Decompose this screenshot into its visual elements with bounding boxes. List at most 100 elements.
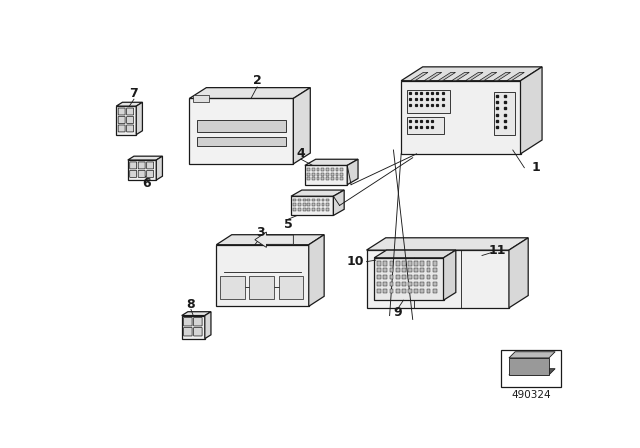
Polygon shape (424, 73, 442, 81)
Polygon shape (493, 92, 515, 134)
Polygon shape (479, 73, 497, 81)
Polygon shape (444, 250, 456, 300)
Polygon shape (509, 369, 555, 375)
Bar (420, 261, 424, 266)
Bar (383, 268, 387, 272)
Bar (383, 275, 387, 280)
Polygon shape (128, 160, 156, 180)
Polygon shape (509, 358, 549, 375)
FancyBboxPatch shape (147, 162, 154, 169)
Bar (396, 289, 399, 293)
Polygon shape (293, 88, 310, 164)
Text: 490324: 490324 (511, 390, 551, 400)
Bar (420, 275, 424, 280)
Polygon shape (509, 238, 528, 308)
Bar (293, 203, 296, 207)
Polygon shape (197, 137, 285, 146)
Bar (402, 261, 406, 266)
Bar (307, 177, 310, 181)
Polygon shape (291, 190, 344, 196)
Polygon shape (291, 196, 333, 215)
FancyBboxPatch shape (118, 116, 125, 124)
Bar (408, 289, 412, 293)
Bar (390, 261, 394, 266)
Bar (383, 289, 387, 293)
Text: 8: 8 (187, 297, 195, 310)
Bar (414, 289, 418, 293)
Bar (312, 203, 315, 207)
Text: 5: 5 (284, 218, 292, 231)
Bar (293, 208, 296, 211)
Bar (298, 198, 301, 202)
Bar (402, 268, 406, 272)
Polygon shape (374, 258, 444, 300)
Bar (427, 275, 431, 280)
Bar (396, 261, 399, 266)
FancyBboxPatch shape (184, 318, 192, 326)
Bar (414, 268, 418, 272)
Bar (501, 350, 561, 387)
Bar (383, 261, 387, 266)
Polygon shape (465, 73, 483, 81)
Bar (326, 177, 329, 181)
Polygon shape (205, 312, 211, 339)
Polygon shape (452, 73, 469, 81)
Text: 9: 9 (393, 306, 402, 319)
Bar (427, 282, 431, 286)
Polygon shape (128, 156, 163, 160)
Bar (307, 172, 310, 176)
FancyBboxPatch shape (194, 327, 202, 336)
Bar (378, 275, 381, 280)
Polygon shape (348, 159, 358, 185)
Bar (340, 172, 343, 176)
Bar (317, 168, 319, 171)
Bar (427, 268, 431, 272)
Bar (378, 289, 381, 293)
Bar (335, 168, 339, 171)
FancyBboxPatch shape (130, 162, 137, 169)
Bar (396, 275, 399, 280)
Bar (321, 168, 324, 171)
Text: 1: 1 (532, 161, 540, 174)
Bar (303, 198, 306, 202)
Bar (307, 203, 310, 207)
Polygon shape (333, 190, 344, 215)
Polygon shape (520, 67, 542, 154)
Bar (340, 168, 343, 171)
Bar (326, 168, 329, 171)
FancyBboxPatch shape (184, 327, 192, 336)
Text: 3: 3 (256, 226, 264, 239)
Bar (321, 172, 324, 176)
Bar (312, 198, 315, 202)
Text: 6: 6 (143, 177, 152, 190)
Polygon shape (216, 235, 324, 245)
Polygon shape (216, 245, 308, 306)
Bar (317, 177, 319, 181)
Bar (390, 275, 394, 280)
Polygon shape (308, 235, 324, 306)
Bar (326, 203, 329, 207)
Polygon shape (255, 232, 293, 247)
Bar (402, 275, 406, 280)
Bar (408, 268, 412, 272)
Polygon shape (136, 102, 143, 134)
Bar (378, 261, 381, 266)
Bar (322, 208, 324, 211)
Polygon shape (189, 99, 293, 164)
Polygon shape (407, 117, 444, 134)
FancyBboxPatch shape (138, 162, 145, 169)
Bar (414, 261, 418, 266)
Bar (322, 198, 324, 202)
Bar (317, 172, 319, 176)
Polygon shape (193, 95, 209, 102)
Text: 7: 7 (129, 87, 138, 100)
Bar (312, 168, 315, 171)
Polygon shape (197, 120, 285, 132)
FancyBboxPatch shape (118, 108, 125, 115)
Text: 10: 10 (346, 255, 364, 268)
Bar (414, 282, 418, 286)
Bar (307, 208, 310, 211)
Text: 2: 2 (253, 74, 262, 87)
Bar (433, 289, 436, 293)
FancyBboxPatch shape (194, 318, 202, 326)
